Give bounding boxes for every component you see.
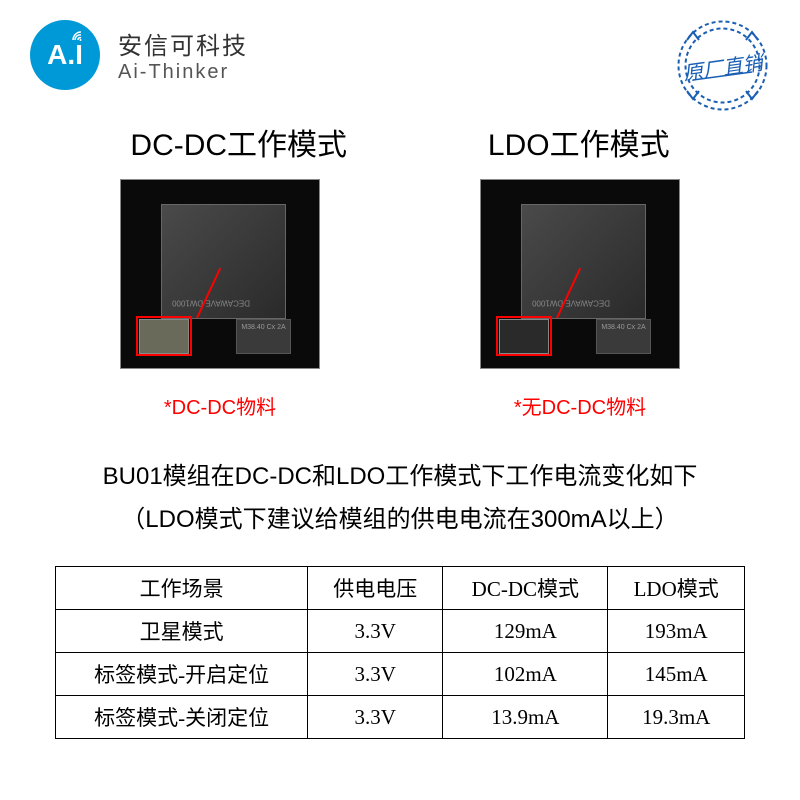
crystal-label: M38.40 Cx 2A [237, 320, 290, 336]
wifi-icon [72, 30, 86, 47]
table-row: 标签模式-开启定位 3.3V 102mA 145mA [56, 653, 745, 696]
brand-logo: A.I [30, 20, 100, 90]
mode-title-dcdc: DC-DC工作模式 [130, 120, 347, 164]
chip-image-dcdc: DECAWAVE DW1000 M38.40 Cx 2A [120, 179, 320, 369]
cell: 129mA [443, 610, 608, 653]
main-ic: DECAWAVE DW1000 [521, 204, 646, 319]
description-text: BU01模组在DC-DC和LDO工作模式下工作电流变化如下 （LDO模式下建议给… [0, 420, 800, 566]
cell: 3.3V [308, 610, 443, 653]
th-scene: 工作场景 [56, 567, 308, 610]
component-empty [499, 319, 549, 354]
chip-image-ldo: DECAWAVE DW1000 M38.40 Cx 2A [480, 179, 680, 369]
cell: 145mA [608, 653, 745, 696]
data-table-wrap: 工作场景 供电电压 DC-DC模式 LDO模式 卫星模式 3.3V 129mA … [0, 566, 800, 739]
caption-dcdc: *DC-DC物料 [60, 391, 380, 420]
cell: 卫星模式 [56, 610, 308, 653]
component-crystal: M38.40 Cx 2A [596, 319, 651, 354]
ic-label: DECAWAVE DW1000 [532, 298, 610, 308]
cell: 193mA [608, 610, 745, 653]
mode-title-ldo: LDO工作模式 [488, 120, 670, 164]
th-voltage: 供电电压 [308, 567, 443, 610]
desc-line2: （LDO模式下建议给模组的供电电流在300mA以上） [40, 498, 760, 541]
table-header-row: 工作场景 供电电压 DC-DC模式 LDO模式 [56, 567, 745, 610]
caption-ldo: *无DC-DC物料 [420, 391, 740, 420]
component-crystal: M38.40 Cx 2A [236, 319, 291, 354]
current-table: 工作场景 供电电压 DC-DC模式 LDO模式 卫星模式 3.3V 129mA … [55, 566, 745, 739]
brand-text: 安信可科技 Ai-Thinker [118, 26, 248, 84]
crystal-label: M38.40 Cx 2A [597, 320, 650, 336]
component-dcdc [139, 319, 189, 354]
ic-label: DECAWAVE DW1000 [172, 298, 250, 308]
cell: 标签模式-开启定位 [56, 653, 308, 696]
cell: 19.3mA [608, 696, 745, 739]
chip-block-dcdc: DECAWAVE DW1000 M38.40 Cx 2A *DC-DC物料 [60, 179, 380, 420]
cell: 3.3V [308, 696, 443, 739]
cell: 标签模式-关闭定位 [56, 696, 308, 739]
th-ldo: LDO模式 [608, 567, 745, 610]
main-ic: DECAWAVE DW1000 [161, 204, 286, 319]
brand-name-cn: 安信可科技 [118, 26, 248, 61]
table-row: 卫星模式 3.3V 129mA 193mA [56, 610, 745, 653]
chip-block-ldo: DECAWAVE DW1000 M38.40 Cx 2A *无DC-DC物料 [420, 179, 740, 420]
brand-name-en: Ai-Thinker [118, 61, 248, 84]
table-row: 标签模式-关闭定位 3.3V 13.9mA 19.3mA [56, 696, 745, 739]
desc-line1: BU01模组在DC-DC和LDO工作模式下工作电流变化如下 [40, 455, 760, 498]
th-dcdc: DC-DC模式 [443, 567, 608, 610]
cell: 3.3V [308, 653, 443, 696]
cell: 102mA [443, 653, 608, 696]
factory-stamp: 原厂直销 [675, 18, 770, 113]
cell: 13.9mA [443, 696, 608, 739]
chip-images-row: DECAWAVE DW1000 M38.40 Cx 2A *DC-DC物料 DE… [0, 179, 800, 420]
